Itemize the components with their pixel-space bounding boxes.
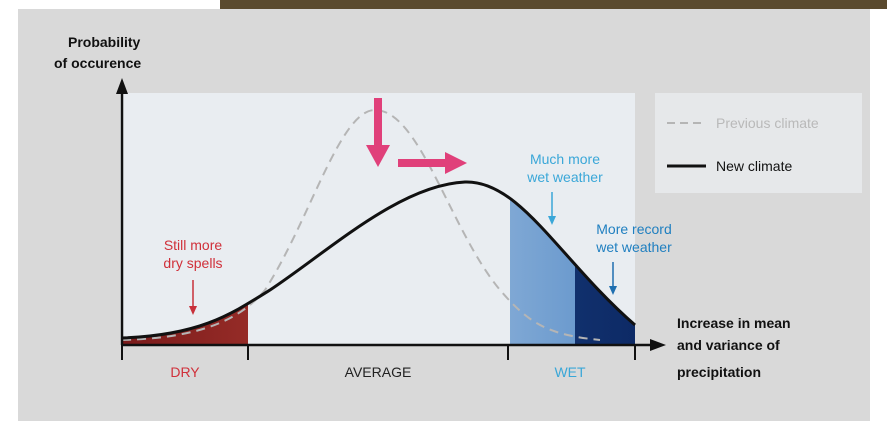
annotation: dry spells	[163, 255, 222, 271]
legend-box	[655, 93, 862, 193]
x-axis-label: Increase in mean	[677, 315, 791, 331]
title-line: Probability	[68, 34, 141, 50]
annotation: Much more	[530, 151, 600, 167]
diagram: Probability of occurence Previous climat…	[0, 0, 887, 425]
legend-label: New climate	[716, 158, 792, 174]
zone-label: AVERAGE	[345, 364, 412, 380]
annotation: More record	[596, 221, 671, 237]
annotation: Still more	[164, 237, 223, 253]
x-axis-label: and variance of	[677, 337, 780, 353]
annotation: wet weather	[595, 239, 672, 255]
legend-label: Previous climate	[716, 115, 819, 131]
x-axis-label: precipitation	[677, 364, 761, 380]
page: Probability of occurence Previous climat…	[0, 0, 887, 425]
annotation: wet weather	[526, 169, 603, 185]
title-line: of occurence	[54, 55, 141, 71]
photo-strip	[220, 0, 887, 9]
zone-label: DRY	[170, 364, 200, 380]
zone-label: WET	[554, 364, 586, 380]
